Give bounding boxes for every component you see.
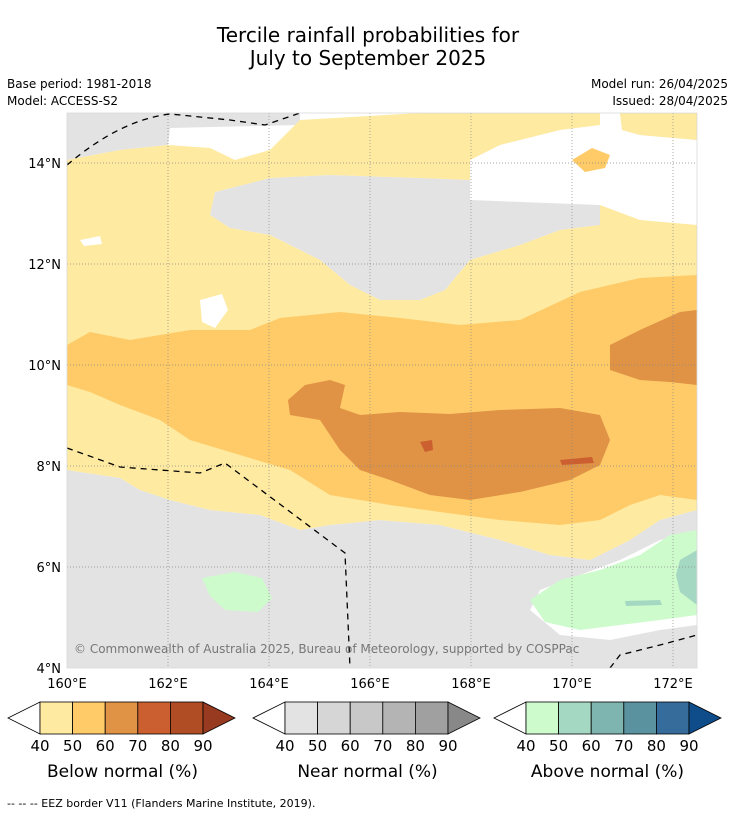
colorbar-segment bbox=[656, 701, 690, 735]
lon-label: 172°E bbox=[653, 677, 693, 692]
colorbar-tick-label: 40 bbox=[275, 737, 294, 755]
colorbar-tick-label: 90 bbox=[438, 737, 457, 755]
title-line-1: Tercile rainfall probabilities for bbox=[216, 23, 520, 47]
copyright-notice: © Commonwealth of Australia 2025, Bureau… bbox=[74, 642, 579, 656]
colorbar-extend-high bbox=[688, 701, 722, 735]
model-name: Model: ACCESS-S2 bbox=[7, 94, 119, 108]
colorbar-segment bbox=[414, 701, 449, 735]
above-normal-50-region-west bbox=[202, 572, 272, 612]
colorbar-1: 40 50 60 70 80 90 bbox=[252, 701, 481, 755]
colorbar-tick-label: 60 bbox=[341, 737, 360, 755]
colorbar-label-above: Above normal (%) bbox=[530, 762, 685, 782]
colorbar-segment bbox=[525, 701, 559, 735]
colorbar-segment bbox=[623, 701, 657, 735]
white-gap-west bbox=[200, 294, 228, 328]
colorbar-tick-label: 70 bbox=[373, 737, 392, 755]
colorbar-tick-label: 80 bbox=[161, 737, 180, 755]
above-normal-60-patch bbox=[676, 550, 697, 605]
colorbar-tick-label: 90 bbox=[679, 737, 698, 755]
colorbar-segment bbox=[284, 701, 318, 735]
lon-label: 162°E bbox=[148, 677, 188, 692]
colorbar-label-near: Near normal (%) bbox=[297, 762, 438, 782]
eez-footnote: -- -- -- EEZ border V11 (Flanders Marine… bbox=[7, 797, 316, 810]
colorbar-tick-label: 40 bbox=[30, 737, 49, 755]
lon-label: 166°E bbox=[350, 677, 390, 692]
colorbar-segment bbox=[72, 701, 106, 735]
colorbar-extend-high bbox=[202, 701, 236, 735]
map-frame bbox=[66, 112, 698, 669]
lat-label: 12°N bbox=[28, 258, 61, 273]
colorbar-extend-low bbox=[7, 701, 41, 735]
lon-label: 160°E bbox=[47, 677, 87, 692]
map-fill-layer bbox=[67, 113, 697, 668]
eez-border bbox=[67, 113, 697, 668]
above-normal-60-streak bbox=[625, 600, 662, 606]
colorbar-tick-label: 80 bbox=[406, 737, 425, 755]
lat-label: 10°N bbox=[28, 359, 61, 374]
near-normal-region-central bbox=[210, 175, 600, 300]
colorbar-segment bbox=[349, 701, 384, 735]
colorbar-extend-high bbox=[447, 701, 481, 735]
colorbar-tick-label: 90 bbox=[193, 737, 212, 755]
colorbars: 40 50 60 70 80 90 40 50 60 70 80 90 40 50 60 70 80 90 bbox=[7, 701, 722, 755]
below-normal-70-region bbox=[288, 380, 610, 500]
colorbar-tick-label: 80 bbox=[647, 737, 666, 755]
lat-label: 14°N bbox=[28, 157, 61, 172]
near-normal-region-south bbox=[67, 470, 697, 668]
lat-label: 8°N bbox=[37, 460, 62, 475]
colorbar-label-below: Below normal (%) bbox=[47, 762, 198, 782]
lat-label: 6°N bbox=[37, 561, 62, 576]
below-normal-70-region-east bbox=[610, 310, 697, 385]
colorbar-extend-low bbox=[493, 701, 527, 735]
colorbar-segment bbox=[169, 701, 204, 735]
colorbar-segment bbox=[137, 701, 171, 735]
colorbar-tick-label: 50 bbox=[63, 737, 82, 755]
colorbar-tick-label: 50 bbox=[308, 737, 327, 755]
lon-label: 168°E bbox=[451, 677, 491, 692]
lon-label: 164°E bbox=[249, 677, 289, 692]
colorbar-segment bbox=[39, 701, 73, 735]
colorbar-tick-label: 70 bbox=[614, 737, 633, 755]
colorbar-segment bbox=[558, 701, 592, 735]
colorbar-tick-label: 60 bbox=[582, 737, 601, 755]
colorbar-tick-label: 70 bbox=[128, 737, 147, 755]
lon-label: 170°E bbox=[552, 677, 592, 692]
colorbar-0: 40 50 60 70 80 90 bbox=[7, 701, 236, 755]
colorbar-segment bbox=[382, 701, 416, 735]
near-normal-region-north bbox=[67, 113, 300, 160]
colorbar-2: 40 50 60 70 80 90 bbox=[493, 701, 722, 755]
below-normal-80-patch-1 bbox=[420, 440, 433, 452]
colorbar-segment bbox=[317, 701, 351, 735]
colorbar-extend-low bbox=[252, 701, 286, 735]
white-gap-small bbox=[80, 236, 102, 246]
base-period: Base period: 1981-2018 bbox=[7, 77, 152, 91]
colorbar-segment bbox=[590, 701, 625, 735]
title-line-2: July to September 2025 bbox=[249, 46, 487, 70]
below-normal-60-patch-ne bbox=[572, 148, 610, 172]
issued-date: Issued: 28/04/2025 bbox=[612, 94, 728, 108]
colorbar-tick-label: 60 bbox=[96, 737, 115, 755]
colorbar-tick-label: 50 bbox=[549, 737, 568, 755]
below-normal-80-patch-2 bbox=[560, 457, 594, 465]
colorbar-segment bbox=[104, 701, 139, 735]
colorbar-tick-label: 40 bbox=[516, 737, 535, 755]
gridlines bbox=[67, 113, 697, 668]
lat-label: 4°N bbox=[37, 662, 62, 677]
model-run: Model run: 26/04/2025 bbox=[590, 77, 728, 91]
